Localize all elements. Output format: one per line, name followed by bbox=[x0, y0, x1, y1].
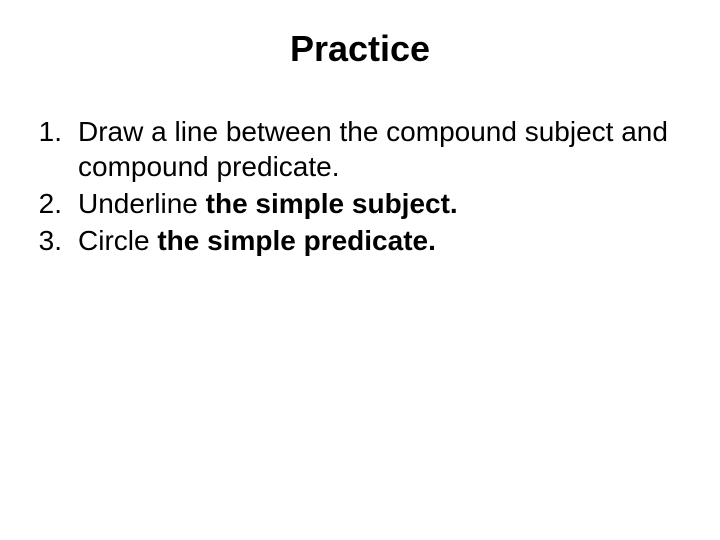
item-bold: the simple subject. bbox=[206, 188, 458, 219]
list-item: 1. Draw a line between the compound subj… bbox=[32, 114, 680, 184]
item-text: Underline the simple subject. bbox=[78, 186, 680, 221]
list-item: 2. Underline the simple subject. bbox=[32, 186, 680, 221]
item-prefix: Underline bbox=[78, 188, 206, 219]
slide: Practice 1. Draw a line between the comp… bbox=[0, 0, 720, 540]
item-text: Draw a line between the compound subject… bbox=[78, 114, 680, 184]
item-text: Circle the simple predicate. bbox=[78, 223, 680, 258]
slide-title: Practice bbox=[0, 28, 720, 70]
item-number: 3. bbox=[32, 223, 78, 258]
list-item: 3. Circle the simple predicate. bbox=[32, 223, 680, 258]
item-prefix: Draw a line between the compound subject… bbox=[78, 116, 668, 182]
instruction-list: 1. Draw a line between the compound subj… bbox=[0, 114, 720, 258]
item-bold: the simple predicate. bbox=[157, 225, 436, 256]
item-prefix: Circle bbox=[78, 225, 157, 256]
item-number: 1. bbox=[32, 114, 78, 184]
item-number: 2. bbox=[32, 186, 78, 221]
